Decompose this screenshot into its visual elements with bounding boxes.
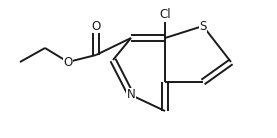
Text: N: N — [127, 88, 135, 102]
Text: Cl: Cl — [159, 9, 171, 22]
Text: O: O — [63, 55, 73, 68]
Text: O: O — [91, 19, 101, 33]
Text: S: S — [199, 19, 207, 33]
